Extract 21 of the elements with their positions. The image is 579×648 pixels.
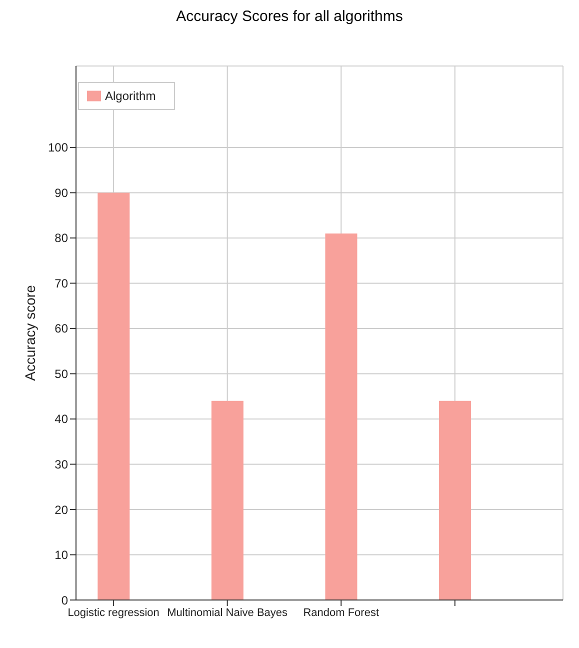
y-tick-label: 70: [54, 276, 68, 290]
x-tick-label: Random Forest: [303, 606, 380, 619]
chart-title: Accuracy Scores for all algorithms: [175, 8, 404, 27]
y-tick-label: 50: [54, 366, 68, 381]
y-tick-label: 30: [54, 457, 68, 472]
bar: [98, 192, 130, 600]
y-tick-label: 80: [54, 231, 68, 246]
y-tick-label: 0: [61, 593, 68, 608]
bar: [439, 400, 472, 600]
y-tick-label: 40: [54, 412, 68, 426]
legend-label: Algorithm: [105, 89, 156, 103]
y-tick-label: 10: [54, 548, 68, 562]
bar: [325, 233, 358, 600]
y-tick-label: 20: [54, 502, 68, 517]
y-tick-label: 90: [54, 186, 68, 200]
y-tick-label: 100: [48, 140, 68, 155]
bar: [211, 400, 244, 600]
y-axis-title: Accuracy score: [22, 284, 38, 381]
y-tick-label: 60: [54, 322, 68, 336]
x-tick-label: Multinomial Naive Bayes: [167, 606, 288, 619]
x-tick-label: Logistic regression: [68, 606, 160, 619]
